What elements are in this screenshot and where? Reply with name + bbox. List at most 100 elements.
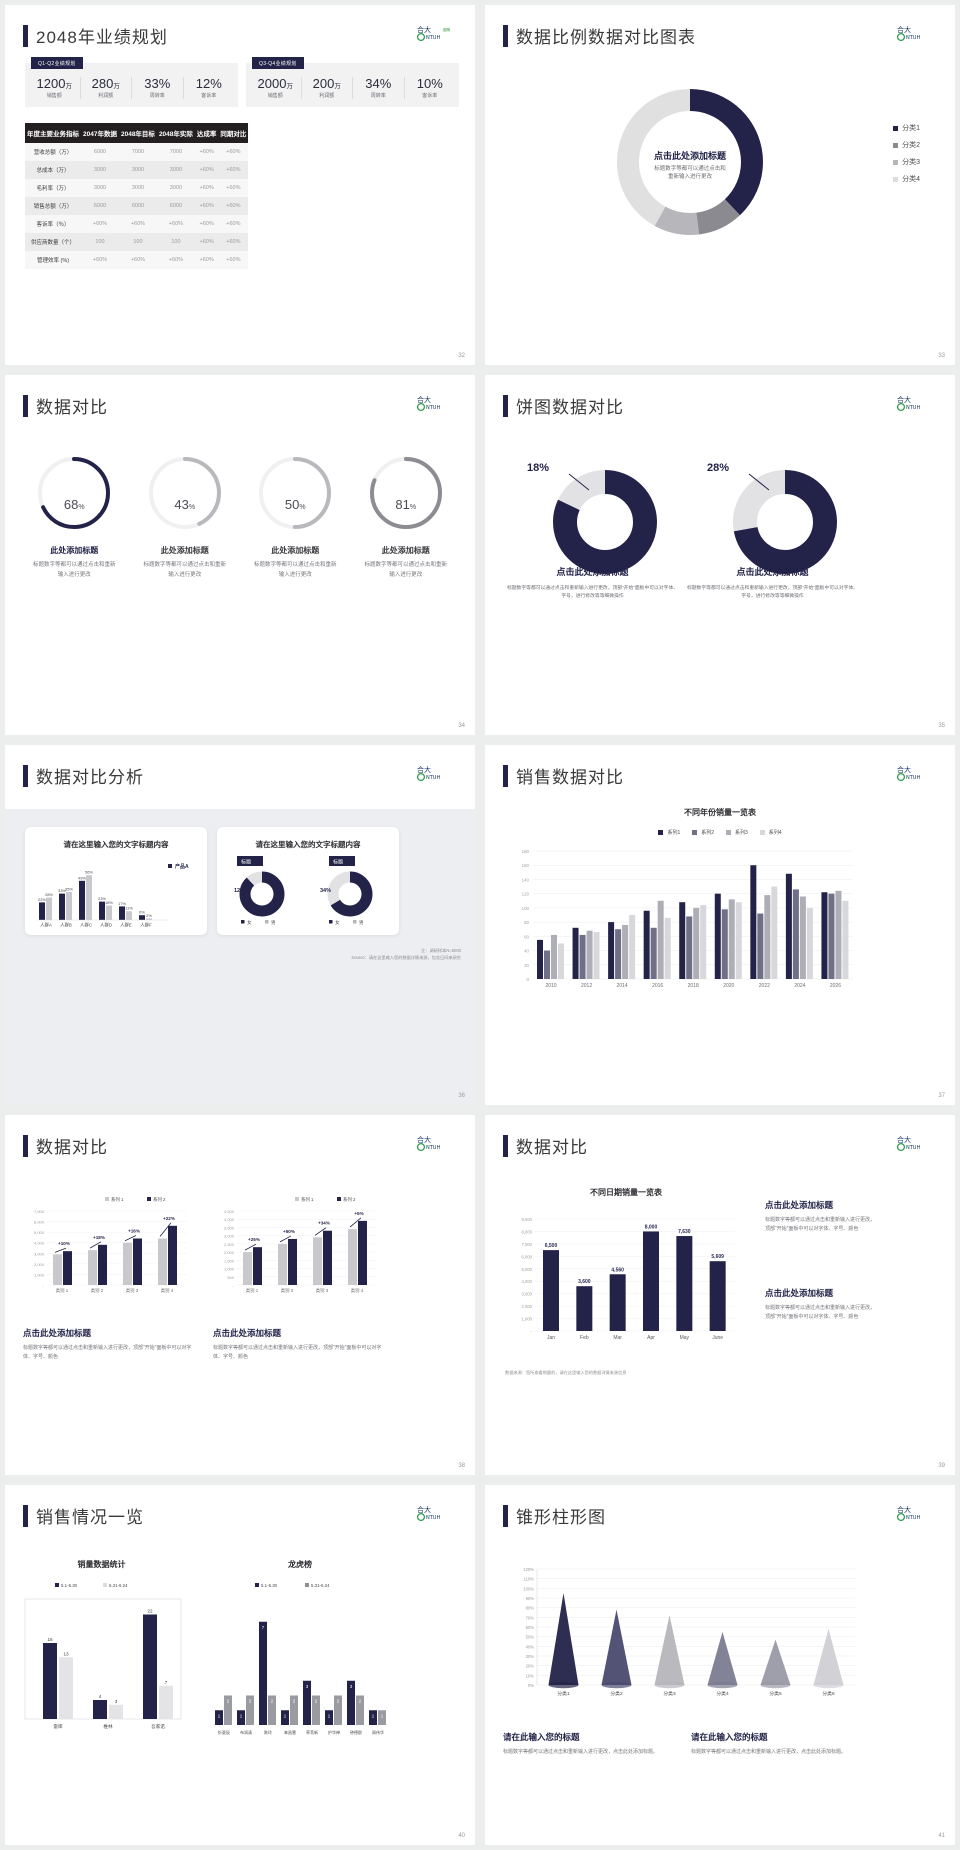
source-note-1: 注：调研样本N=9000 xyxy=(421,948,461,953)
legend-item[interactable]: 分类4 xyxy=(893,174,920,184)
pie-percent-label: 28% xyxy=(707,462,730,474)
legend-swatch-icon xyxy=(726,830,731,835)
svg-text:合大: 合大 xyxy=(417,1505,431,1514)
kpi-cell: 12% 客诉率 xyxy=(184,76,235,100)
svg-text:2026: 2026 xyxy=(830,983,841,989)
block-desc: 标题数字等都可以通过点击和重新输入进行更改，顶部“开始”面板中可以对字体、字号、… xyxy=(213,1345,382,1361)
svg-text:女: 女 xyxy=(247,919,252,926)
table-body: 营收总额（万） 6000 7000 7000 +60% +60% 总成本（万） 3000 300… xyxy=(25,143,249,269)
svg-text:系列 1: 系列 1 xyxy=(301,1196,314,1203)
svg-text:钟德群: 钟德群 xyxy=(350,1729,362,1735)
svg-text:分类4: 分类4 xyxy=(716,1690,729,1697)
page-number: 38 xyxy=(458,1463,465,1469)
svg-text:2022: 2022 xyxy=(759,983,770,989)
grouped-bar-chart: 0 20 40 60 80 100 120 140 160 180 2010 2012 2014 2016… xyxy=(522,849,853,989)
kpi-label: 客诉率 xyxy=(201,93,217,100)
table-cell: +60% xyxy=(156,251,195,269)
svg-text:60: 60 xyxy=(524,934,529,939)
ring-heading: 此处添加标题 xyxy=(160,546,209,555)
legend-item[interactable]: 系列3 xyxy=(726,829,748,836)
svg-text:合大: 合大 xyxy=(417,765,431,774)
svg-text:NTUH: NTUH xyxy=(906,405,920,411)
svg-text:分类5: 分类5 xyxy=(769,1690,782,1697)
grouped-bar-chart: 22%28% 33%35% 49%56% 23%18% 17%11% 6%2% 人群A 人群… xyxy=(37,863,189,929)
table-cell: +60% xyxy=(218,251,249,269)
svg-text:2: 2 xyxy=(337,1699,340,1704)
table-cell: +60% xyxy=(81,215,119,233)
svg-text:产品A: 产品A xyxy=(175,863,189,870)
table-row: 毛利率（万） 3000 3000 3000 +60% +60% xyxy=(25,179,249,197)
svg-text:1,000: 1,000 xyxy=(224,1267,235,1272)
kpi-label: 利润额 xyxy=(319,93,335,100)
col-header: 同期对比 xyxy=(218,123,249,143)
svg-text:雷库: 雷库 xyxy=(53,1723,63,1730)
svg-text:草苇新: 草苇新 xyxy=(306,1729,318,1735)
donut-center-sub: 标题数字等都可以通过点击和 重新输入进行更改 xyxy=(654,166,726,181)
block-desc: 标题数字等都可以通过点击和重新输入进行更改，点击此处添加标题。 xyxy=(691,1749,847,1755)
legend-item[interactable]: 分类2 xyxy=(893,140,920,150)
progress-ring xyxy=(38,457,111,529)
legend-item[interactable]: 系列2 xyxy=(692,829,714,836)
svg-text:17%: 17% xyxy=(118,901,126,906)
svg-text:类别 4: 类别 4 xyxy=(351,1287,364,1294)
title-accent-bar xyxy=(23,764,28,787)
kpi-label: 销售额 xyxy=(46,93,62,100)
ring-heading: 此处添加标题 xyxy=(381,546,430,555)
svg-text:+10%: +10% xyxy=(58,1241,70,1246)
svg-text:49%: 49% xyxy=(78,875,86,880)
text-block-2: 点击此处添加标题 标题数字等都可以通过点击和重新输入进行更改，顶部“开始”面板中… xyxy=(765,1287,875,1323)
kpi-value: 10% xyxy=(416,76,443,91)
card-title: 请在这里输入您的文字标题内容 xyxy=(255,840,361,849)
block-desc: 标题数字等都可以通过点击和重新输入进行更改，顶部“开始”面板中可以对字体、字号、… xyxy=(765,1305,876,1321)
svg-text:33%: 33% xyxy=(58,888,66,893)
svg-text:1: 1 xyxy=(284,1713,287,1718)
svg-text:1,500: 1,500 xyxy=(224,1258,235,1263)
legend-item[interactable]: 系列4 xyxy=(759,829,782,836)
svg-text:20: 20 xyxy=(524,963,529,968)
svg-text:+50%: +50% xyxy=(283,1229,295,1234)
svg-text:2024: 2024 xyxy=(794,983,805,989)
svg-text:分类3: 分类3 xyxy=(663,1690,676,1697)
svg-text:3,000: 3,000 xyxy=(34,1251,45,1256)
page-title-text: 销售情况一览 xyxy=(36,1508,144,1527)
svg-text:2014: 2014 xyxy=(617,983,628,989)
table-cell: 100 xyxy=(156,233,195,251)
table-cell: 3000 xyxy=(81,179,119,197)
progress-ring xyxy=(148,457,221,529)
svg-text:3,500: 3,500 xyxy=(224,1225,235,1230)
progress-ring-item: 68% 此处添加标题 标题数字等都可以通过点击和重新输入进行更改 xyxy=(19,453,130,580)
page-title: 2048年业绩规划 xyxy=(23,23,168,48)
brand-logo-icon: 合大 NTUH xyxy=(416,393,461,413)
svg-text:人群A: 人群A xyxy=(40,922,52,929)
svg-text:类别 3: 类别 3 xyxy=(316,1287,329,1294)
legend-item[interactable]: 分类3 xyxy=(893,157,920,167)
ring-desc: 标题数字等都可以通过点击和重新输入进行更改 xyxy=(254,562,337,578)
svg-text:100%: 100% xyxy=(523,1586,534,1591)
svg-text:140: 140 xyxy=(522,877,530,882)
block-desc: 标题数字等都可以通过点击和重新输入进行更改，顶部“开始”面板中可以对字体、字号、… xyxy=(23,1345,192,1361)
svg-text:NTUH: NTUH xyxy=(426,405,440,411)
legend-item[interactable]: 系列1 xyxy=(658,829,680,836)
page-number: 37 xyxy=(938,1093,945,1099)
slide-2048-performance-plan: 2048年业绩规划 合大 NTUH 團隊 Q1-Q2业绩规划 1200万 销售额 28… xyxy=(5,5,475,365)
page-number: 39 xyxy=(938,1463,945,1469)
text-block-right: 点击此处添加标题 标题数字等都可以通过点击和重新输入进行更改，顶部“开始”面板中… xyxy=(213,1327,388,1363)
page-number: 33 xyxy=(938,353,945,359)
brand-logo-icon: 合大 NTUH xyxy=(416,1503,461,1523)
svg-text:Apr: Apr xyxy=(647,1335,655,1341)
svg-text:系列 1: 系列 1 xyxy=(111,1196,124,1203)
col-header: 达成率 xyxy=(194,123,219,143)
page-title: 数据对比 xyxy=(503,1133,588,1158)
svg-text:5.31-6.24: 5.31-6.24 xyxy=(109,1583,128,1588)
svg-text:笨昌慧: 笨昌慧 xyxy=(284,1729,296,1735)
progress-ring-item: 81% 此处添加标题 标题数字等都可以通过点击和重新输入进行更改 xyxy=(351,453,462,580)
kpi-groups: Q1-Q2业绩规划 1200万 销售额 280万 利润额 33% 周转率 12% 客诉率… xyxy=(25,57,459,108)
page-number: 40 xyxy=(458,1833,465,1839)
svg-text:Feb: Feb xyxy=(580,1335,589,1341)
title-accent-bar xyxy=(503,1134,508,1157)
legend-item[interactable]: 分类1 xyxy=(893,123,920,133)
svg-text:0%: 0% xyxy=(528,1683,534,1688)
svg-text:0: 0 xyxy=(527,977,530,982)
kpi-cell: 33% 周转率 xyxy=(132,76,184,100)
